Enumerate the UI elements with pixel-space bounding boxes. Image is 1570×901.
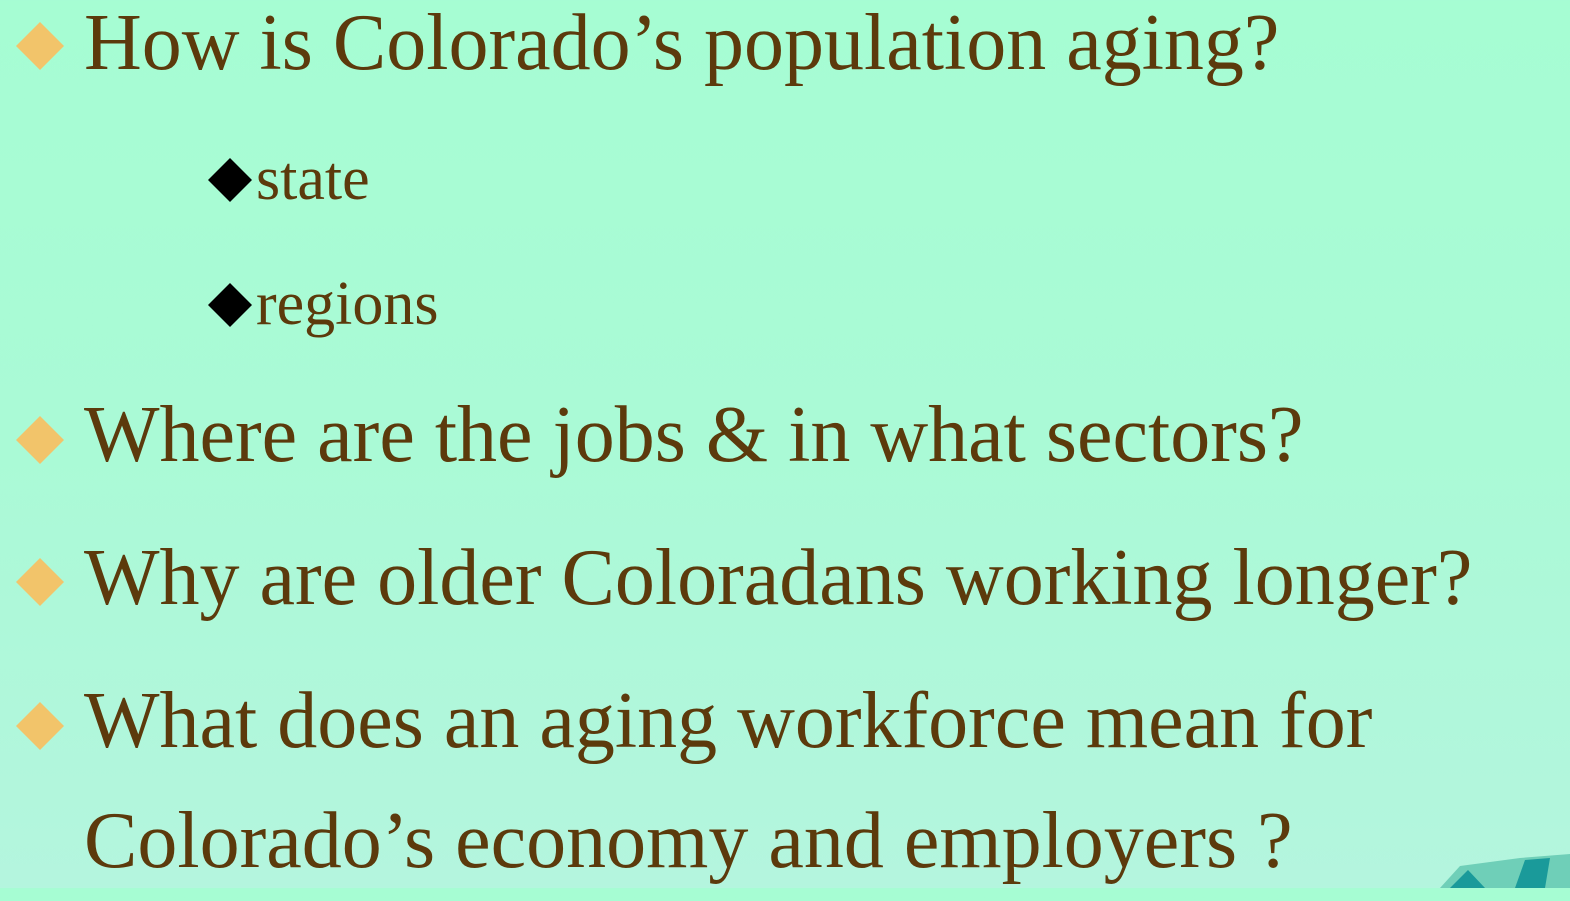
bullet-text: How is Colorado’s population aging? <box>84 3 1279 83</box>
bullet-text: Where are the jobs & in what sectors? <box>84 395 1304 475</box>
bullet-text: What does an aging workforce mean for Co… <box>84 661 1554 901</box>
corner-decoration <box>1430 848 1570 888</box>
sub-bullet-text: regions <box>256 273 439 335</box>
bullet <box>16 558 64 606</box>
bullet-text: Why are older Coloradans working longer? <box>84 538 1472 618</box>
sub-bullet <box>208 158 252 202</box>
bullet <box>16 22 64 70</box>
slide: How is Colorado’s population aging? stat… <box>0 0 1570 888</box>
sub-bullet-text: state <box>256 148 370 210</box>
bullet <box>16 416 64 464</box>
bullet <box>16 702 64 750</box>
sub-bullet <box>208 283 252 327</box>
